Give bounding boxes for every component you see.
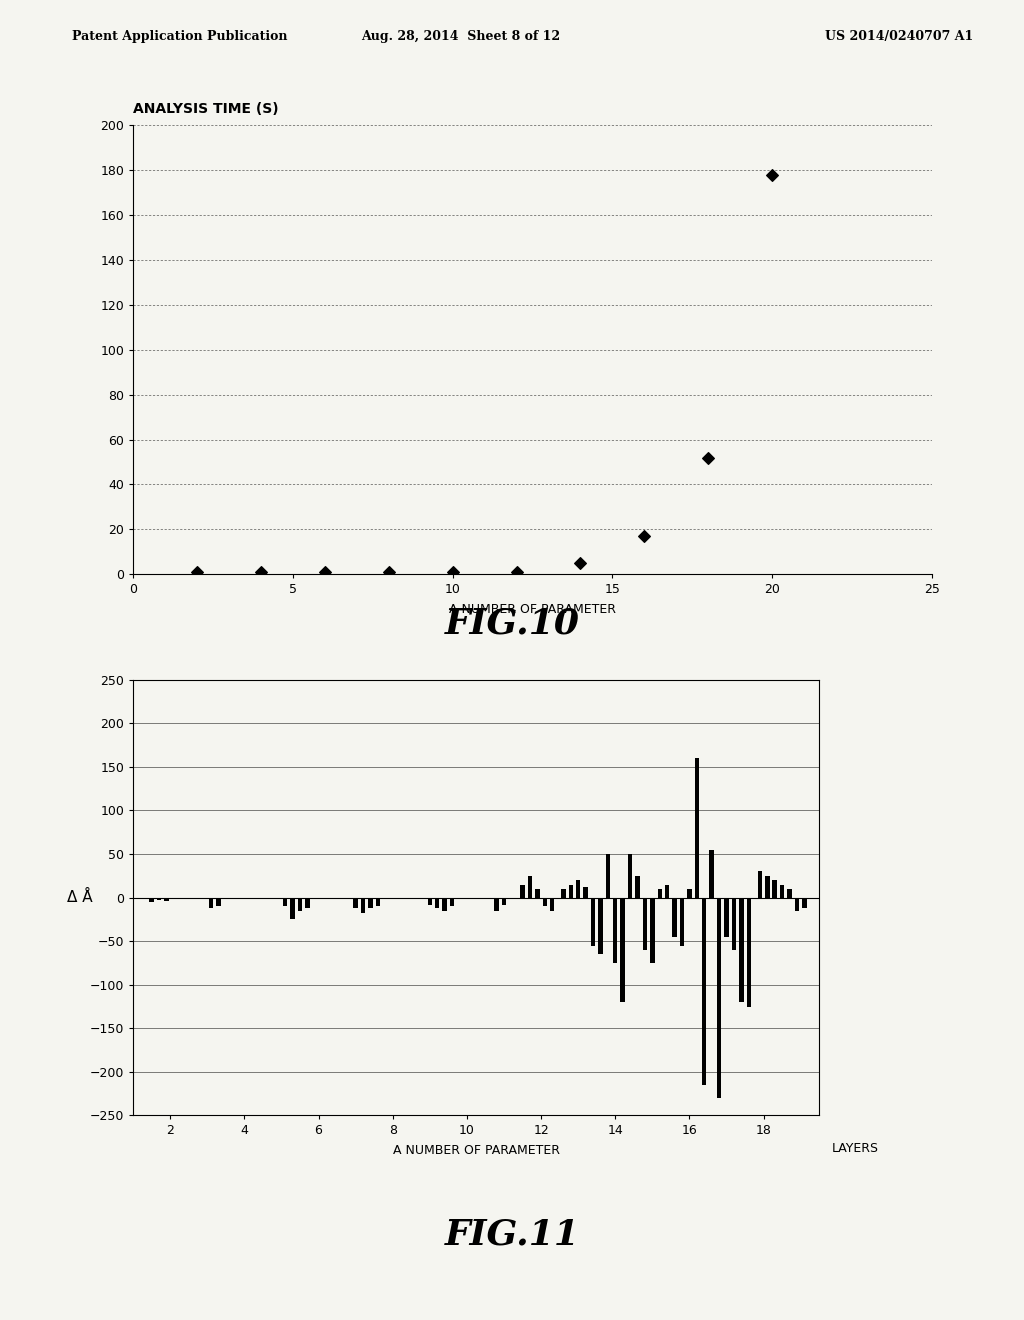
Bar — [680, 898, 684, 945]
X-axis label: A NUMBER OF PARAMETER: A NUMBER OF PARAMETER — [449, 603, 616, 616]
Bar — [568, 884, 573, 898]
Text: Δ Å: Δ Å — [67, 890, 92, 906]
Bar — [305, 898, 309, 908]
Bar — [687, 888, 691, 898]
Bar — [650, 898, 654, 964]
Bar — [613, 898, 617, 964]
Text: Aug. 28, 2014  Sheet 8 of 12: Aug. 28, 2014 Sheet 8 of 12 — [361, 30, 560, 44]
Bar — [787, 888, 792, 898]
Bar — [628, 854, 632, 898]
Bar — [724, 898, 729, 937]
Text: US 2014/0240707 A1: US 2014/0240707 A1 — [824, 30, 973, 44]
Bar — [795, 898, 799, 911]
Point — [636, 525, 652, 546]
Point — [572, 552, 589, 573]
Bar — [717, 898, 721, 1098]
Bar — [780, 884, 784, 898]
Bar — [157, 898, 162, 900]
Bar — [502, 898, 506, 904]
Bar — [536, 888, 540, 898]
Text: FIG.10: FIG.10 — [444, 606, 580, 640]
Bar — [291, 898, 295, 919]
Point — [700, 447, 717, 469]
Bar — [584, 887, 588, 898]
Bar — [561, 888, 565, 898]
Bar — [495, 898, 499, 911]
Bar — [283, 898, 288, 907]
Bar — [772, 880, 777, 898]
Bar — [209, 898, 213, 908]
Bar — [164, 898, 169, 902]
Bar — [428, 898, 432, 904]
Text: Patent Application Publication: Patent Application Publication — [72, 30, 287, 44]
Point — [508, 561, 524, 582]
Bar — [591, 898, 595, 945]
Bar — [550, 898, 554, 911]
X-axis label: A NUMBER OF PARAMETER: A NUMBER OF PARAMETER — [392, 1144, 560, 1158]
Bar — [150, 898, 154, 902]
Bar — [216, 898, 220, 907]
Text: FIG.11: FIG.11 — [444, 1217, 580, 1251]
Bar — [665, 884, 670, 898]
Bar — [673, 898, 677, 937]
Bar — [694, 758, 699, 898]
Bar — [739, 898, 743, 1002]
Point — [188, 561, 205, 582]
Bar — [702, 898, 707, 1085]
Point — [764, 164, 780, 185]
Point — [444, 561, 461, 582]
Bar — [732, 898, 736, 950]
Bar — [543, 898, 547, 907]
Text: LAYERS: LAYERS — [831, 1142, 879, 1155]
Bar — [527, 876, 532, 898]
Bar — [442, 898, 446, 911]
Bar — [621, 898, 625, 1002]
Bar — [298, 898, 302, 911]
Bar — [765, 876, 769, 898]
Bar — [353, 898, 357, 908]
Point — [381, 561, 397, 582]
Point — [253, 561, 269, 582]
Bar — [575, 880, 581, 898]
Bar — [435, 898, 439, 908]
Bar — [657, 888, 662, 898]
Bar — [758, 871, 762, 898]
Bar — [605, 854, 610, 898]
Bar — [360, 898, 366, 913]
Bar — [520, 884, 524, 898]
Bar — [369, 898, 373, 908]
Bar — [746, 898, 751, 1006]
Bar — [376, 898, 380, 907]
Point — [316, 561, 333, 582]
Text: ANALYSIS TIME (S): ANALYSIS TIME (S) — [133, 102, 279, 116]
Bar — [635, 876, 640, 898]
Bar — [450, 898, 455, 907]
Bar — [802, 898, 807, 908]
Bar — [643, 898, 647, 950]
Bar — [710, 850, 714, 898]
Bar — [598, 898, 602, 954]
